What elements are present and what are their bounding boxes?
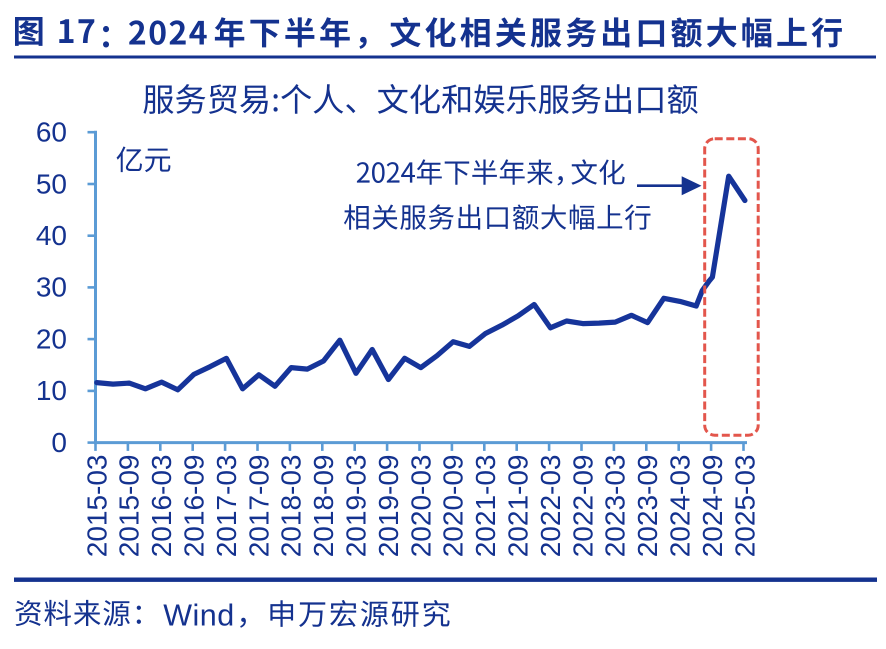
- svg-text:20: 20: [36, 323, 67, 354]
- svg-text:2018-09: 2018-09: [308, 455, 339, 558]
- svg-text:2015-03: 2015-03: [81, 455, 112, 558]
- svg-text:2023-09: 2023-09: [632, 455, 663, 558]
- svg-text:2017-09: 2017-09: [243, 455, 274, 558]
- svg-text:10: 10: [36, 375, 67, 406]
- svg-text:0: 0: [51, 427, 67, 458]
- svg-text:2015-09: 2015-09: [114, 455, 145, 558]
- svg-text:2023-03: 2023-03: [600, 455, 631, 558]
- svg-text:2019-03: 2019-03: [341, 455, 372, 558]
- svg-text:2020-03: 2020-03: [405, 455, 436, 558]
- svg-text:2021-09: 2021-09: [503, 455, 534, 558]
- svg-text:2017-03: 2017-03: [211, 455, 242, 558]
- svg-text:2018-03: 2018-03: [276, 455, 307, 558]
- svg-text:2022-03: 2022-03: [535, 455, 566, 558]
- svg-text:Wind: Wind: [163, 598, 235, 632]
- svg-text:2024-09: 2024-09: [697, 455, 728, 558]
- svg-text:60: 60: [36, 117, 67, 148]
- svg-text:40: 40: [36, 220, 67, 251]
- svg-text:2021-03: 2021-03: [470, 454, 501, 557]
- svg-text:2016-03: 2016-03: [146, 455, 177, 558]
- svg-text:2025-03: 2025-03: [729, 455, 760, 558]
- svg-text:2024-03: 2024-03: [665, 455, 696, 558]
- svg-text:2016-09: 2016-09: [179, 455, 210, 558]
- svg-text:2022-09: 2022-09: [567, 455, 598, 558]
- svg-text:2020-09: 2020-09: [438, 455, 469, 558]
- svg-text:2019-09: 2019-09: [373, 455, 404, 558]
- svg-text:50: 50: [36, 168, 67, 199]
- svg-text:30: 30: [36, 272, 67, 303]
